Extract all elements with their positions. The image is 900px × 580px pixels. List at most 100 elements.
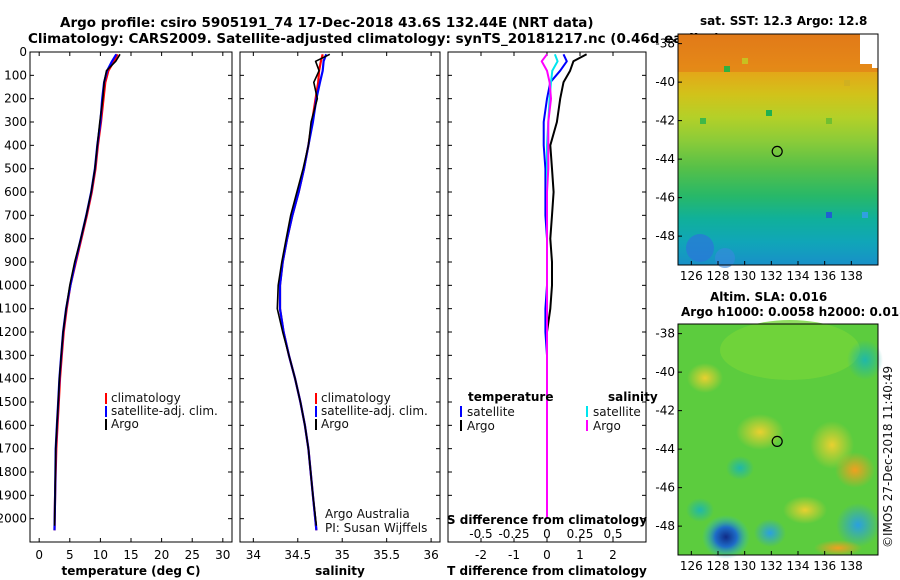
sst-pixel — [742, 58, 748, 64]
legend-swatch — [105, 393, 107, 404]
sst-argo-location-marker — [771, 145, 783, 157]
sla-anomaly — [836, 503, 880, 547]
depth-tick-label: 1200 — [0, 325, 27, 339]
x-tick-label: 34.5 — [284, 548, 311, 562]
depth-tick-label: 1100 — [0, 302, 27, 316]
depth-tick-label: 900 — [4, 255, 27, 269]
sst-cold-patch — [715, 248, 735, 268]
map-x-tick-label: 126 — [680, 269, 703, 283]
depth-tick-label: 2000 — [0, 512, 27, 526]
legend-label: Argo — [321, 417, 349, 431]
sla-map-subtitle: Argo h1000: 0.0058 h2000: 0.018 — [681, 305, 900, 319]
legend-label: climatology — [321, 391, 391, 405]
sst-pixel — [826, 118, 832, 124]
x-tick-label: 34 — [246, 548, 261, 562]
sst-map-frame — [677, 33, 879, 266]
series-line-argo — [276, 53, 331, 526]
depth-tick-label: 1300 — [0, 348, 27, 362]
sst-cold-pixel — [862, 212, 868, 218]
x-tick-label: 25 — [185, 548, 200, 562]
legend-title-salinity: salinity — [608, 390, 658, 404]
depth-tick-label: 200 — [4, 92, 27, 106]
legend-swatch — [315, 419, 317, 430]
map-y-tick-label: -48 — [655, 519, 675, 533]
series-line-argo — [540, 53, 552, 519]
sst-cold-pixel — [826, 212, 832, 218]
map-x-tick-label: 134 — [787, 559, 810, 573]
map-x-tick-label: 128 — [707, 559, 730, 573]
credit-line1: Argo Australia — [325, 507, 410, 521]
depth-tick-label: 0 — [19, 45, 27, 59]
sla-anomaly — [736, 414, 784, 450]
x-tick-label: 35.5 — [373, 548, 400, 562]
x-tick-label: 35 — [335, 548, 350, 562]
sla-anomaly — [835, 452, 875, 488]
sla-map-title: Altim. SLA: 0.016 — [710, 290, 827, 304]
map-x-tick-label: 128 — [707, 269, 730, 283]
map-y-tick-label: -46 — [655, 481, 675, 495]
legend-swatch — [315, 393, 317, 404]
map-y-tick-label: -40 — [655, 365, 675, 379]
figure-title-line2: Climatology: CARS2009. Satellite-adjuste… — [28, 31, 720, 47]
sla-map-axes: 126 128 130 132 134 136 138 -38 -40 -42 -44 -46 -48 — [655, 327, 862, 573]
legend-label: satellite-adj. clim. — [321, 404, 428, 418]
depth-tick-label: 400 — [4, 138, 27, 152]
map-y-tick-label: -42 — [655, 114, 675, 128]
x-tick-label: 0 — [35, 548, 43, 562]
legend-label: satellite — [467, 405, 515, 419]
sst-map: 126 128 130 132 134 136 138 -38 -40 -42 -44 -46 -48 — [655, 33, 879, 283]
depth-tick-label: 300 — [4, 115, 27, 129]
legend-title-temperature: temperature — [468, 390, 553, 404]
salinity-x-axis-label: salinity — [315, 564, 365, 578]
map-x-tick-label: 138 — [840, 559, 863, 573]
legend-swatch — [105, 406, 107, 417]
sst-pixel — [844, 80, 850, 86]
map-y-tick-label: -48 — [655, 229, 675, 243]
legend-swatch — [315, 406, 317, 417]
sst-map-field — [678, 34, 878, 265]
map-y-tick-label: -40 — [655, 75, 675, 89]
legend-label: climatology — [111, 391, 181, 405]
map-y-tick-label: -44 — [655, 152, 675, 166]
legend-label: satellite-adj. clim. — [111, 404, 218, 418]
sla-map: 126 128 130 132 134 136 138 -38 -40 -42 -44 -46 -48 — [655, 320, 883, 573]
salinity-difference-axis-label: S difference from climatology — [447, 513, 647, 527]
x2-tick-label: -0.5 — [469, 527, 492, 541]
sst-missing-patch — [872, 46, 878, 68]
map-x-tick-label: 136 — [813, 269, 836, 283]
depth-tick-label: 1500 — [0, 395, 27, 409]
map-x-tick-label: 136 — [813, 559, 836, 573]
map-x-tick-label: 132 — [760, 269, 783, 283]
map-y-tick-label: -38 — [655, 37, 675, 51]
map-x-tick-label: 130 — [733, 559, 756, 573]
legend-swatch — [586, 406, 588, 417]
x2-tick-label: 0 — [543, 527, 551, 541]
sla-anomaly — [702, 515, 750, 559]
map-x-tick-label: 126 — [680, 559, 703, 573]
depth-tick-label: 800 — [4, 232, 27, 246]
map-x-tick-label: 134 — [787, 269, 810, 283]
x-tick-label: 15 — [123, 548, 138, 562]
x-tick-label: -1 — [508, 548, 520, 562]
map-x-tick-label: 132 — [760, 559, 783, 573]
depth-tick-label: 1800 — [0, 465, 27, 479]
legend-label: satellite — [593, 405, 641, 419]
map-y-tick-label: -46 — [655, 191, 675, 205]
depth-tick-label: 1400 — [0, 372, 27, 386]
legend-swatch — [460, 420, 462, 431]
salinity-profile-panel: 34 34.5 35 35.5 36 salinity climatologysatelli… — [239, 51, 441, 578]
legend-label: Argo — [467, 419, 495, 433]
x2-tick-label: -0.25 — [498, 527, 529, 541]
temperature-plot-frame — [29, 51, 233, 543]
sst-warm-band — [678, 34, 878, 72]
legend-swatch — [105, 419, 107, 430]
x-tick-label: 2 — [609, 548, 617, 562]
x-tick-label: 20 — [154, 548, 169, 562]
sst-pixel — [766, 110, 772, 116]
sla-anomaly — [726, 456, 754, 480]
depth-tick-label: 500 — [4, 162, 27, 176]
x-tick-label: 1 — [576, 548, 584, 562]
difference-profile-panel: -2 -1 0 1 2 T difference from climatology -0.5… — [447, 51, 658, 578]
sla-anomaly — [754, 519, 786, 547]
